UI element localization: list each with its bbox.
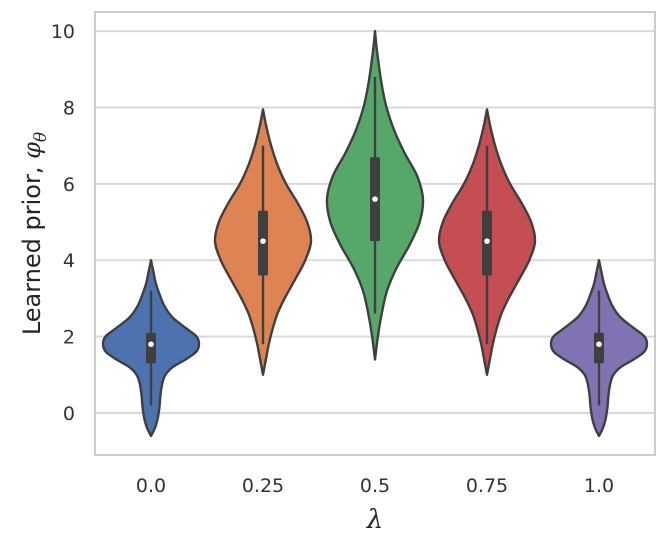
violins <box>101 29 649 438</box>
y-tick-label: 4 <box>63 250 75 272</box>
violin-median-marker <box>260 238 266 244</box>
y-tick-label: 0 <box>63 403 75 425</box>
y-axis-label-symbol: φ <box>18 142 46 159</box>
violin-0.75 <box>437 108 537 376</box>
x-tick-label: 0.75 <box>466 475 508 497</box>
violin-1.0 <box>549 259 649 438</box>
x-axis-label: λ <box>366 505 383 535</box>
violin-median-marker <box>148 341 154 348</box>
violin-0.25 <box>213 108 313 376</box>
x-tick-label: 0.5 <box>360 475 390 497</box>
y-tick-label: 10 <box>51 21 75 43</box>
y-axis-label-text: Learned prior, <box>18 159 46 335</box>
y-tick-labels: 0 2 4 6 8 10 <box>51 21 75 425</box>
y-tick-label: 2 <box>63 327 75 349</box>
y-axis-label: Learned prior, φθ <box>18 132 51 335</box>
plot-frame <box>94 11 656 456</box>
violin-0.0 <box>101 259 201 438</box>
violin-iqr-box <box>594 332 604 364</box>
y-tick-label: 6 <box>63 174 75 196</box>
violin-0.5 <box>325 29 425 361</box>
x-tick-label: 1.0 <box>584 475 614 497</box>
x-tick-label: 0.25 <box>242 475 284 497</box>
x-tick-labels: 0.0 0.25 0.5 0.75 1.0 <box>136 475 614 497</box>
violin-median-marker <box>372 196 378 202</box>
violin-median-marker <box>596 341 602 348</box>
y-axis-label-subscript: θ <box>31 132 51 142</box>
x-tick-label: 0.0 <box>136 475 166 497</box>
violin-median-marker <box>484 238 490 244</box>
violin-iqr-box <box>146 332 156 364</box>
y-tick-label: 8 <box>63 97 75 119</box>
